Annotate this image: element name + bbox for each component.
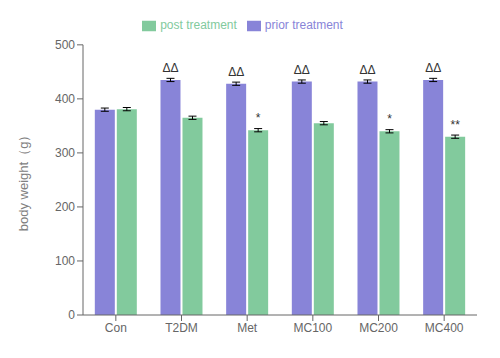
svg-text:Met: Met	[237, 321, 258, 335]
html-text:post treatment: post treatment	[160, 18, 237, 32]
svg-text:ΔΔ: ΔΔ	[425, 61, 441, 75]
html-text:prior treatment: prior treatment	[264, 18, 343, 32]
svg-text:500: 500	[55, 38, 75, 52]
svg-text:ΔΔ: ΔΔ	[359, 63, 375, 77]
svg-text:**: **	[450, 118, 460, 132]
svg-text:0: 0	[68, 308, 75, 322]
svg-text:*: *	[387, 112, 392, 126]
svg-text:ΔΔ: ΔΔ	[162, 61, 178, 75]
svg-text:Con: Con	[105, 321, 127, 335]
svg-text:MC100: MC100	[293, 321, 332, 335]
svg-text:ΔΔ: ΔΔ	[228, 65, 244, 79]
svg-text:100: 100	[55, 254, 75, 268]
svg-text:200: 200	[55, 200, 75, 214]
svg-text:MC400: MC400	[425, 321, 464, 335]
svg-text:T2DM: T2DM	[165, 321, 198, 335]
svg-text:ΔΔ: ΔΔ	[294, 63, 310, 77]
svg-text:body weight（g）: body weight（g）	[16, 129, 31, 232]
svg-text:*: *	[256, 111, 261, 125]
svg-text:MC200: MC200	[359, 321, 398, 335]
svg-text:300: 300	[55, 146, 75, 160]
svg-text:400: 400	[55, 92, 75, 106]
